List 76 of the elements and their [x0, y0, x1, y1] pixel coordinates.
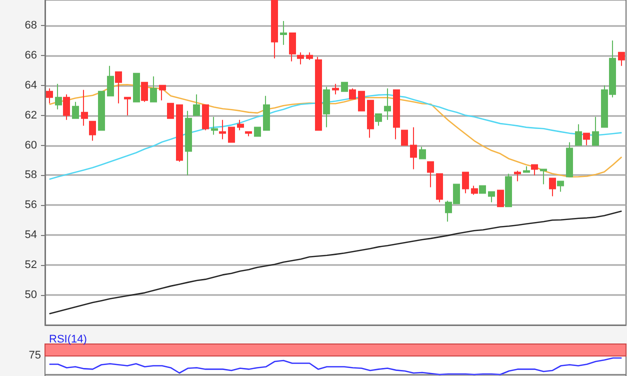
candlestick: [237, 119, 244, 131]
candlestick: [497, 190, 504, 208]
candlestick: [358, 90, 365, 112]
candlestick: [462, 172, 469, 194]
y-tick-label: 60: [24, 139, 37, 152]
candlestick: [419, 146, 426, 160]
candlestick: [81, 89, 88, 126]
candlestick: [141, 82, 148, 102]
candlestick: [211, 116, 218, 136]
candlestick: [367, 100, 374, 138]
candlestick: [263, 95, 270, 131]
y-tick-label: 64: [24, 79, 37, 92]
candlestick: [479, 185, 486, 194]
candlestick: [107, 65, 114, 96]
candlestick: [523, 166, 530, 173]
candlestick: [306, 52, 313, 60]
candlestick: [185, 110, 192, 176]
candlestick: [63, 94, 70, 120]
candlestick: [384, 88, 391, 120]
candlestick: [566, 142, 573, 178]
candlestick: [271, 0, 278, 59]
candlestick: [505, 173, 512, 208]
candlestick: [427, 161, 434, 188]
candlestick: [401, 130, 408, 146]
candlestick: [618, 52, 625, 66]
y-tick-label: 54: [24, 229, 37, 242]
candlestick: [115, 71, 122, 104]
candlestick: [349, 88, 356, 100]
candlestick: [514, 170, 521, 182]
candlestick: [176, 104, 183, 162]
candlestick: [219, 119, 226, 140]
candlestick: [150, 76, 157, 102]
candlestick: [436, 173, 443, 203]
candlestick: [332, 83, 339, 95]
candlestick: [531, 164, 538, 176]
candlestick: [245, 131, 252, 137]
candlestick: [89, 120, 96, 142]
candlestick: [124, 96, 131, 116]
candlestick: [315, 56, 322, 131]
y-tick-label: 62: [24, 109, 37, 122]
candlestick: [297, 52, 304, 65]
candlestick: [254, 126, 261, 137]
candlestick: [575, 124, 582, 146]
candlestick: [341, 82, 348, 92]
line-series: [48, 210, 622, 314]
candlestick: [557, 180, 564, 192]
candlestick: [133, 72, 140, 102]
candlestick: [323, 86, 330, 128]
y-tick-label: 58: [24, 169, 37, 182]
y-tick-label: 68: [24, 19, 37, 32]
y-tick-label: 66: [24, 49, 37, 62]
y-tick-label: 52: [24, 259, 37, 272]
text: 75: [28, 350, 41, 362]
candlestick: [375, 113, 382, 126]
candlestick: [471, 185, 478, 196]
candlestick: [393, 89, 400, 140]
chart-title: RSI(14): [49, 334, 87, 346]
y-tick-label: 56: [24, 199, 37, 212]
candlestick: [549, 178, 556, 197]
candlestick: [228, 126, 235, 143]
candlestick: [289, 32, 296, 62]
candlestick: [488, 191, 495, 203]
candlestick: [193, 94, 200, 116]
candlestick: [46, 88, 53, 104]
y-tick-label: 50: [24, 289, 37, 302]
candlestick: [167, 102, 174, 119]
candlestick: [280, 20, 287, 46]
candlestick: [583, 132, 590, 146]
candlestick: [202, 104, 209, 131]
candlestick: [159, 84, 166, 101]
candlestick: [410, 126, 417, 170]
candlestick: [55, 83, 62, 110]
candlestick: [540, 168, 547, 185]
candlestick: [98, 90, 105, 131]
candlestick: [592, 116, 599, 146]
candlestick: [72, 101, 79, 119]
